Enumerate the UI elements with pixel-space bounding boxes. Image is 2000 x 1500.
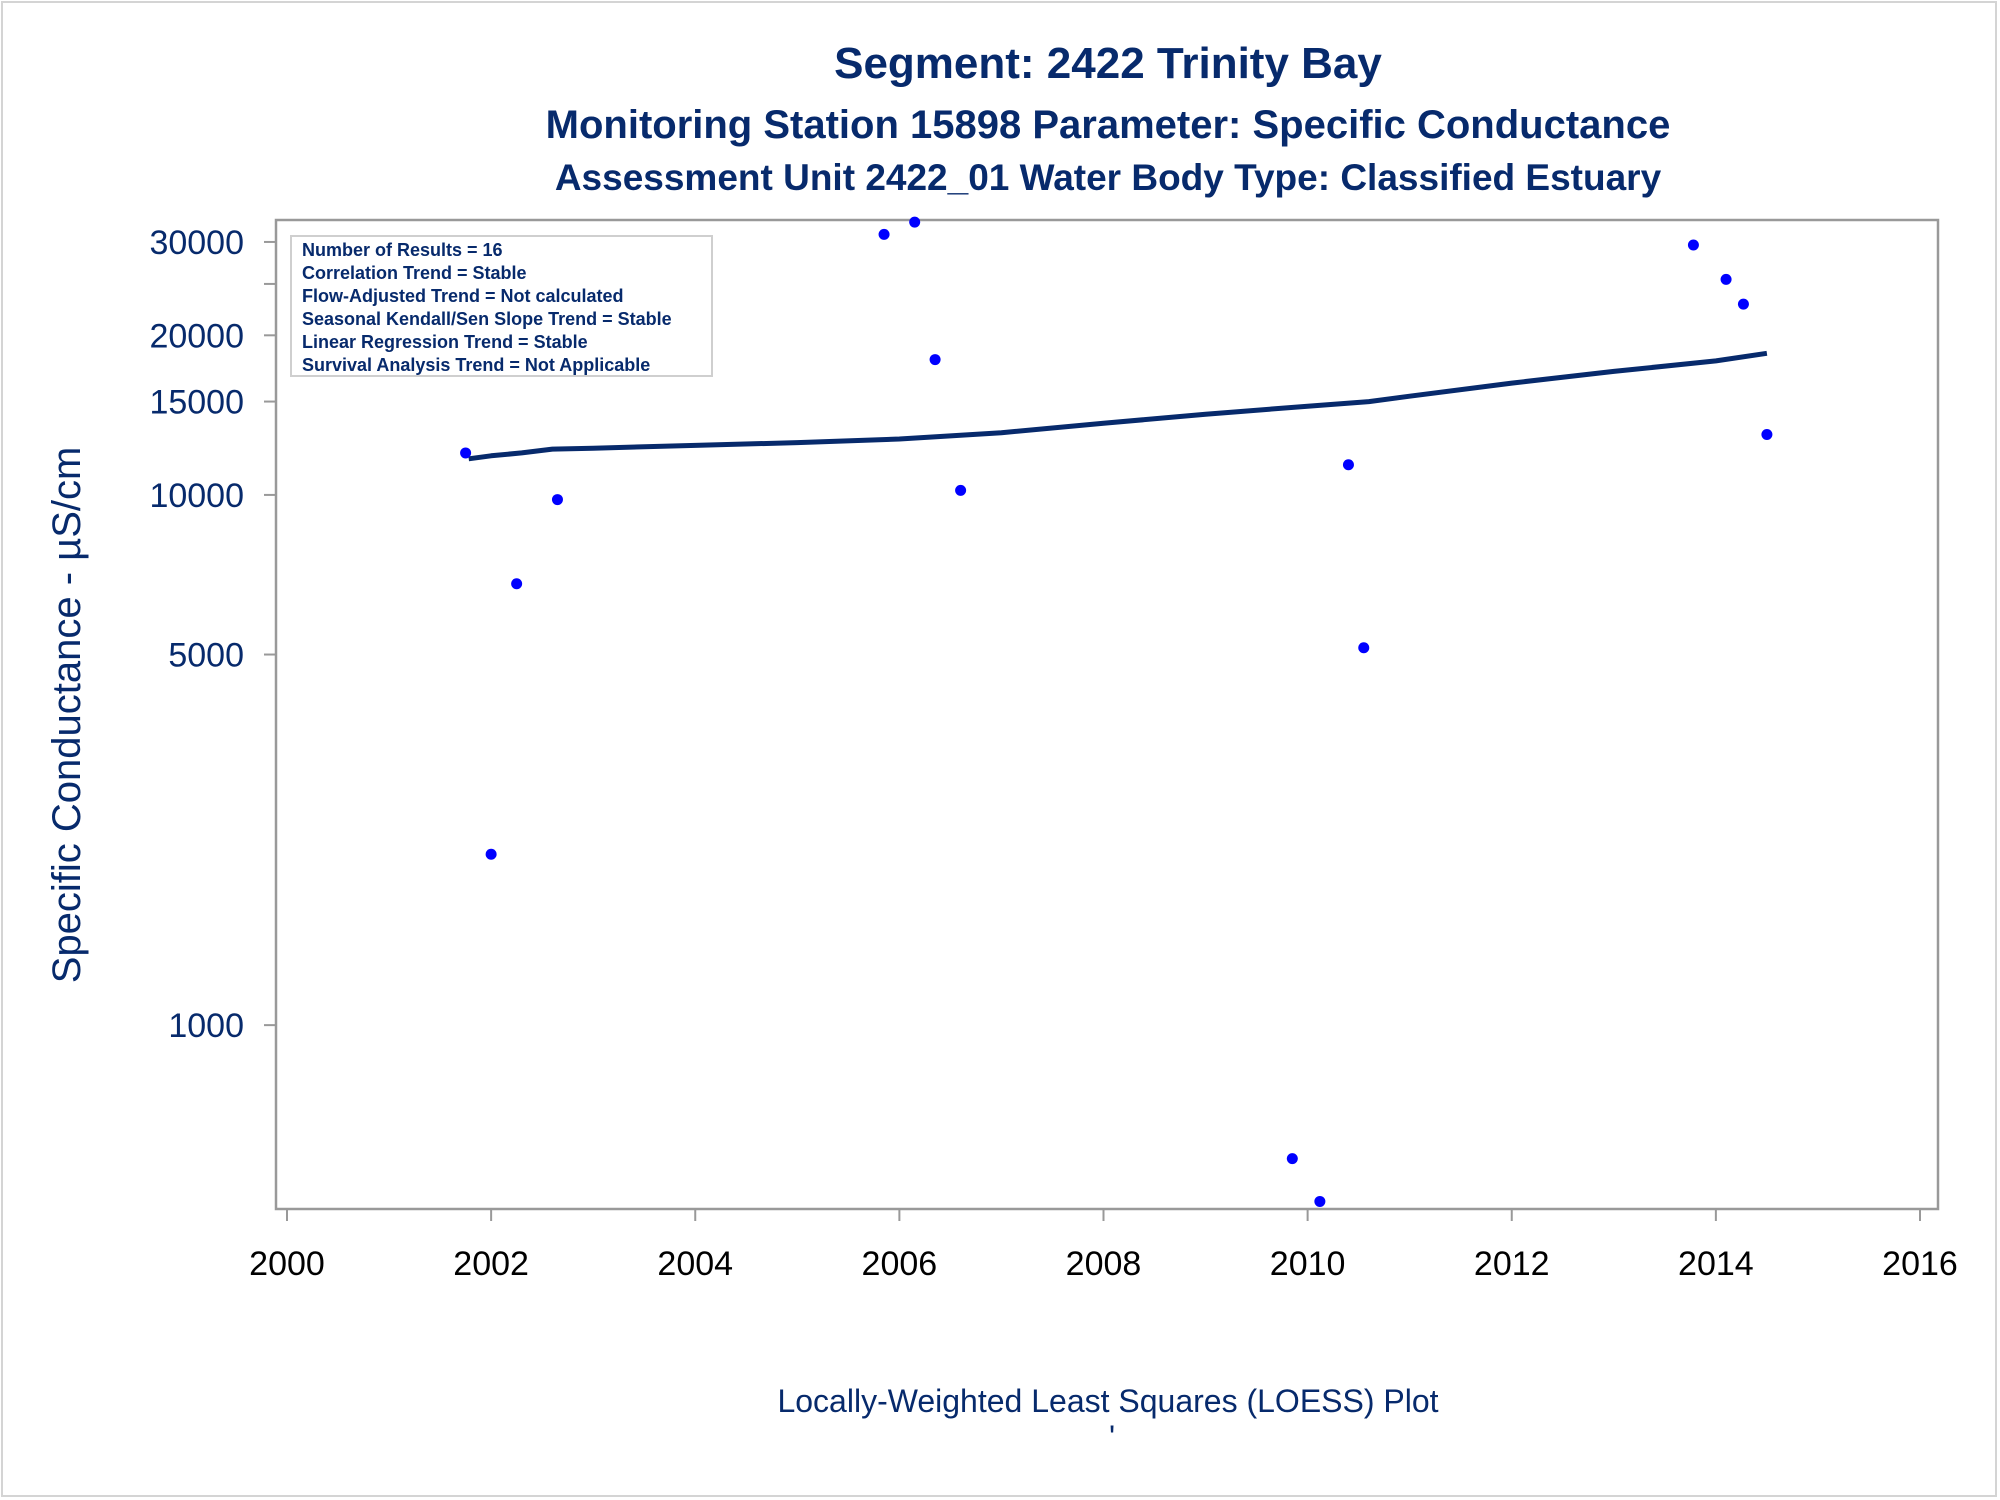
footnote-mark: ' bbox=[1109, 1419, 1115, 1455]
data-point bbox=[909, 216, 921, 228]
x-tick-label: 2006 bbox=[862, 1245, 938, 1283]
y-tick-label: 15000 bbox=[149, 384, 244, 422]
loess-line bbox=[468, 350, 1768, 462]
y-axis-ticks: 1000 5000 10000 15000 20000 30000 bbox=[149, 224, 276, 1045]
y-tick-label: 20000 bbox=[149, 317, 244, 355]
data-point bbox=[1737, 298, 1749, 310]
data-point bbox=[1761, 429, 1773, 441]
y-tick-label: 30000 bbox=[149, 224, 244, 262]
data-point bbox=[878, 228, 890, 240]
x-tick-label: 2008 bbox=[1066, 1245, 1142, 1283]
x-tick-label: 2000 bbox=[249, 1245, 325, 1283]
x-tick-label: 2014 bbox=[1678, 1245, 1754, 1283]
x-axis-ticks: 2000 2002 2004 2006 2008 2010 2012 2014 2016 bbox=[249, 1209, 1958, 1283]
data-point bbox=[955, 484, 967, 496]
data-points bbox=[460, 216, 1773, 1207]
data-point bbox=[1314, 1195, 1326, 1207]
x-tick-label: 2004 bbox=[657, 1245, 733, 1283]
data-point bbox=[929, 354, 941, 366]
legend-line: Correlation Trend = Stable bbox=[302, 263, 527, 283]
data-point bbox=[551, 494, 563, 506]
data-point bbox=[1687, 239, 1699, 251]
legend-line: Number of Results = 16 bbox=[302, 240, 503, 260]
data-point bbox=[1358, 642, 1370, 654]
plot-area bbox=[274, 218, 1940, 1211]
chart-subtitle-2: Assessment Unit 2422_01 Water Body Type:… bbox=[555, 157, 1662, 198]
y-tick-label: 1000 bbox=[168, 1007, 244, 1045]
data-point bbox=[1342, 459, 1354, 471]
x-tick-label: 2002 bbox=[453, 1245, 529, 1283]
legend-line: Linear Regression Trend = Stable bbox=[302, 332, 588, 352]
stats-legend: Number of Results = 16 Correlation Trend … bbox=[290, 235, 713, 377]
loess-line-group bbox=[468, 350, 1768, 462]
legend-box bbox=[290, 235, 713, 377]
chart-title: Segment: 2422 Trinity Bay bbox=[834, 39, 1382, 88]
y-tick-label: 10000 bbox=[149, 477, 244, 515]
legend-line: Flow-Adjusted Trend = Not calculated bbox=[302, 286, 624, 306]
y-axis-label: Specific Conductance - µS/cm bbox=[45, 447, 89, 984]
footnote: Locally-Weighted Least Squares (LOESS) P… bbox=[777, 1383, 1438, 1419]
x-tick-label: 2016 bbox=[1882, 1245, 1958, 1283]
chart-subtitle-1: Monitoring Station 15898 Parameter: Spec… bbox=[546, 103, 1671, 147]
x-tick-label: 2010 bbox=[1270, 1245, 1346, 1283]
data-point bbox=[511, 578, 523, 590]
legend-line: Seasonal Kendall/Sen Slope Trend = Stabl… bbox=[302, 309, 672, 329]
data-point bbox=[1286, 1153, 1298, 1165]
data-point bbox=[1720, 273, 1732, 285]
y-tick-label: 5000 bbox=[168, 637, 244, 675]
data-point bbox=[485, 848, 497, 860]
legend-line: Survival Analysis Trend = Not Applicable bbox=[302, 355, 650, 375]
x-tick-label: 2012 bbox=[1474, 1245, 1550, 1283]
data-point bbox=[460, 447, 472, 459]
